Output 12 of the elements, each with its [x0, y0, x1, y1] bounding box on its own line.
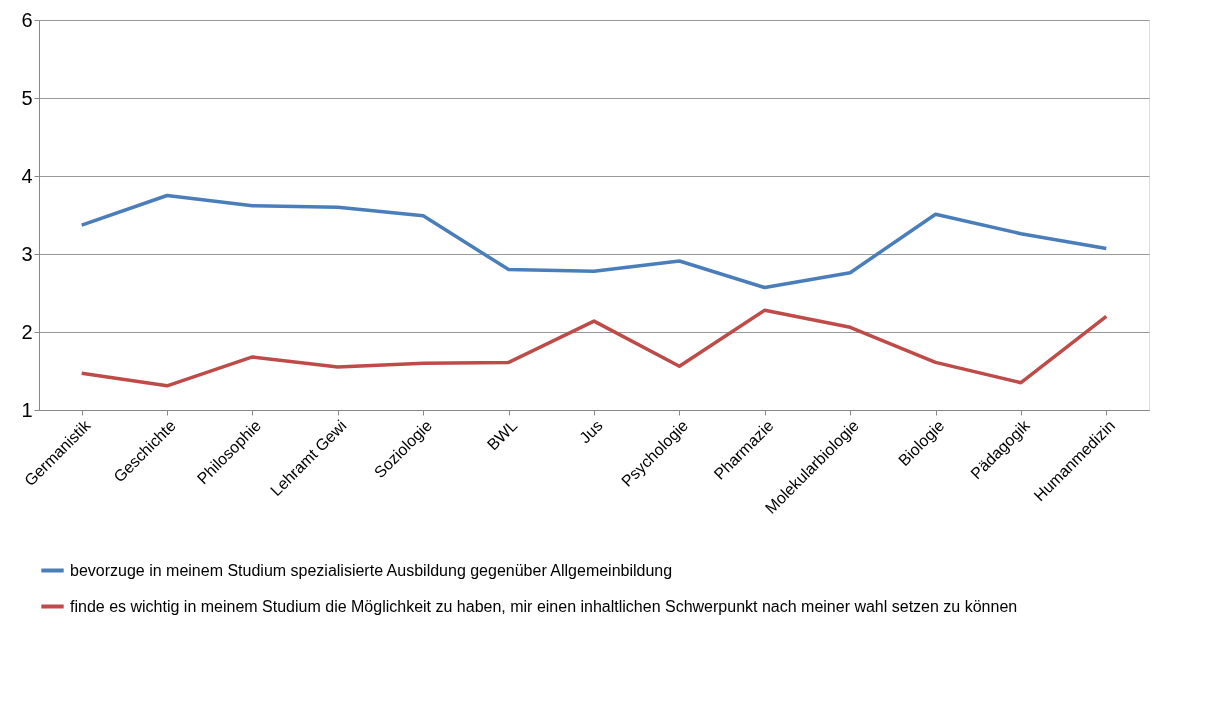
y-tick-label: 5: [21, 86, 33, 109]
y-tick-label: 1: [21, 398, 33, 421]
x-tick-label: BWL: [483, 416, 521, 454]
y-tick-label: 6: [21, 8, 33, 31]
legend-label: finde es wichtig in meinem Studium die Möglichkeit zu haben, mir einen inhaltlichen Schwerpunkt nach meiner wahl setzen zu können: [70, 597, 1018, 615]
y-tick-label: 2: [21, 320, 33, 343]
y-tick-label: 3: [21, 242, 33, 265]
line-series: [79, 193, 1109, 290]
x-tick-label: Jus: [576, 416, 606, 447]
line-series: [79, 308, 1109, 388]
legend-label: bevorzuge in meinem Studium spezialisierte Ausbildung gegenüber Allgemeinbildung: [70, 561, 673, 579]
y-tick-label: 4: [21, 164, 33, 187]
